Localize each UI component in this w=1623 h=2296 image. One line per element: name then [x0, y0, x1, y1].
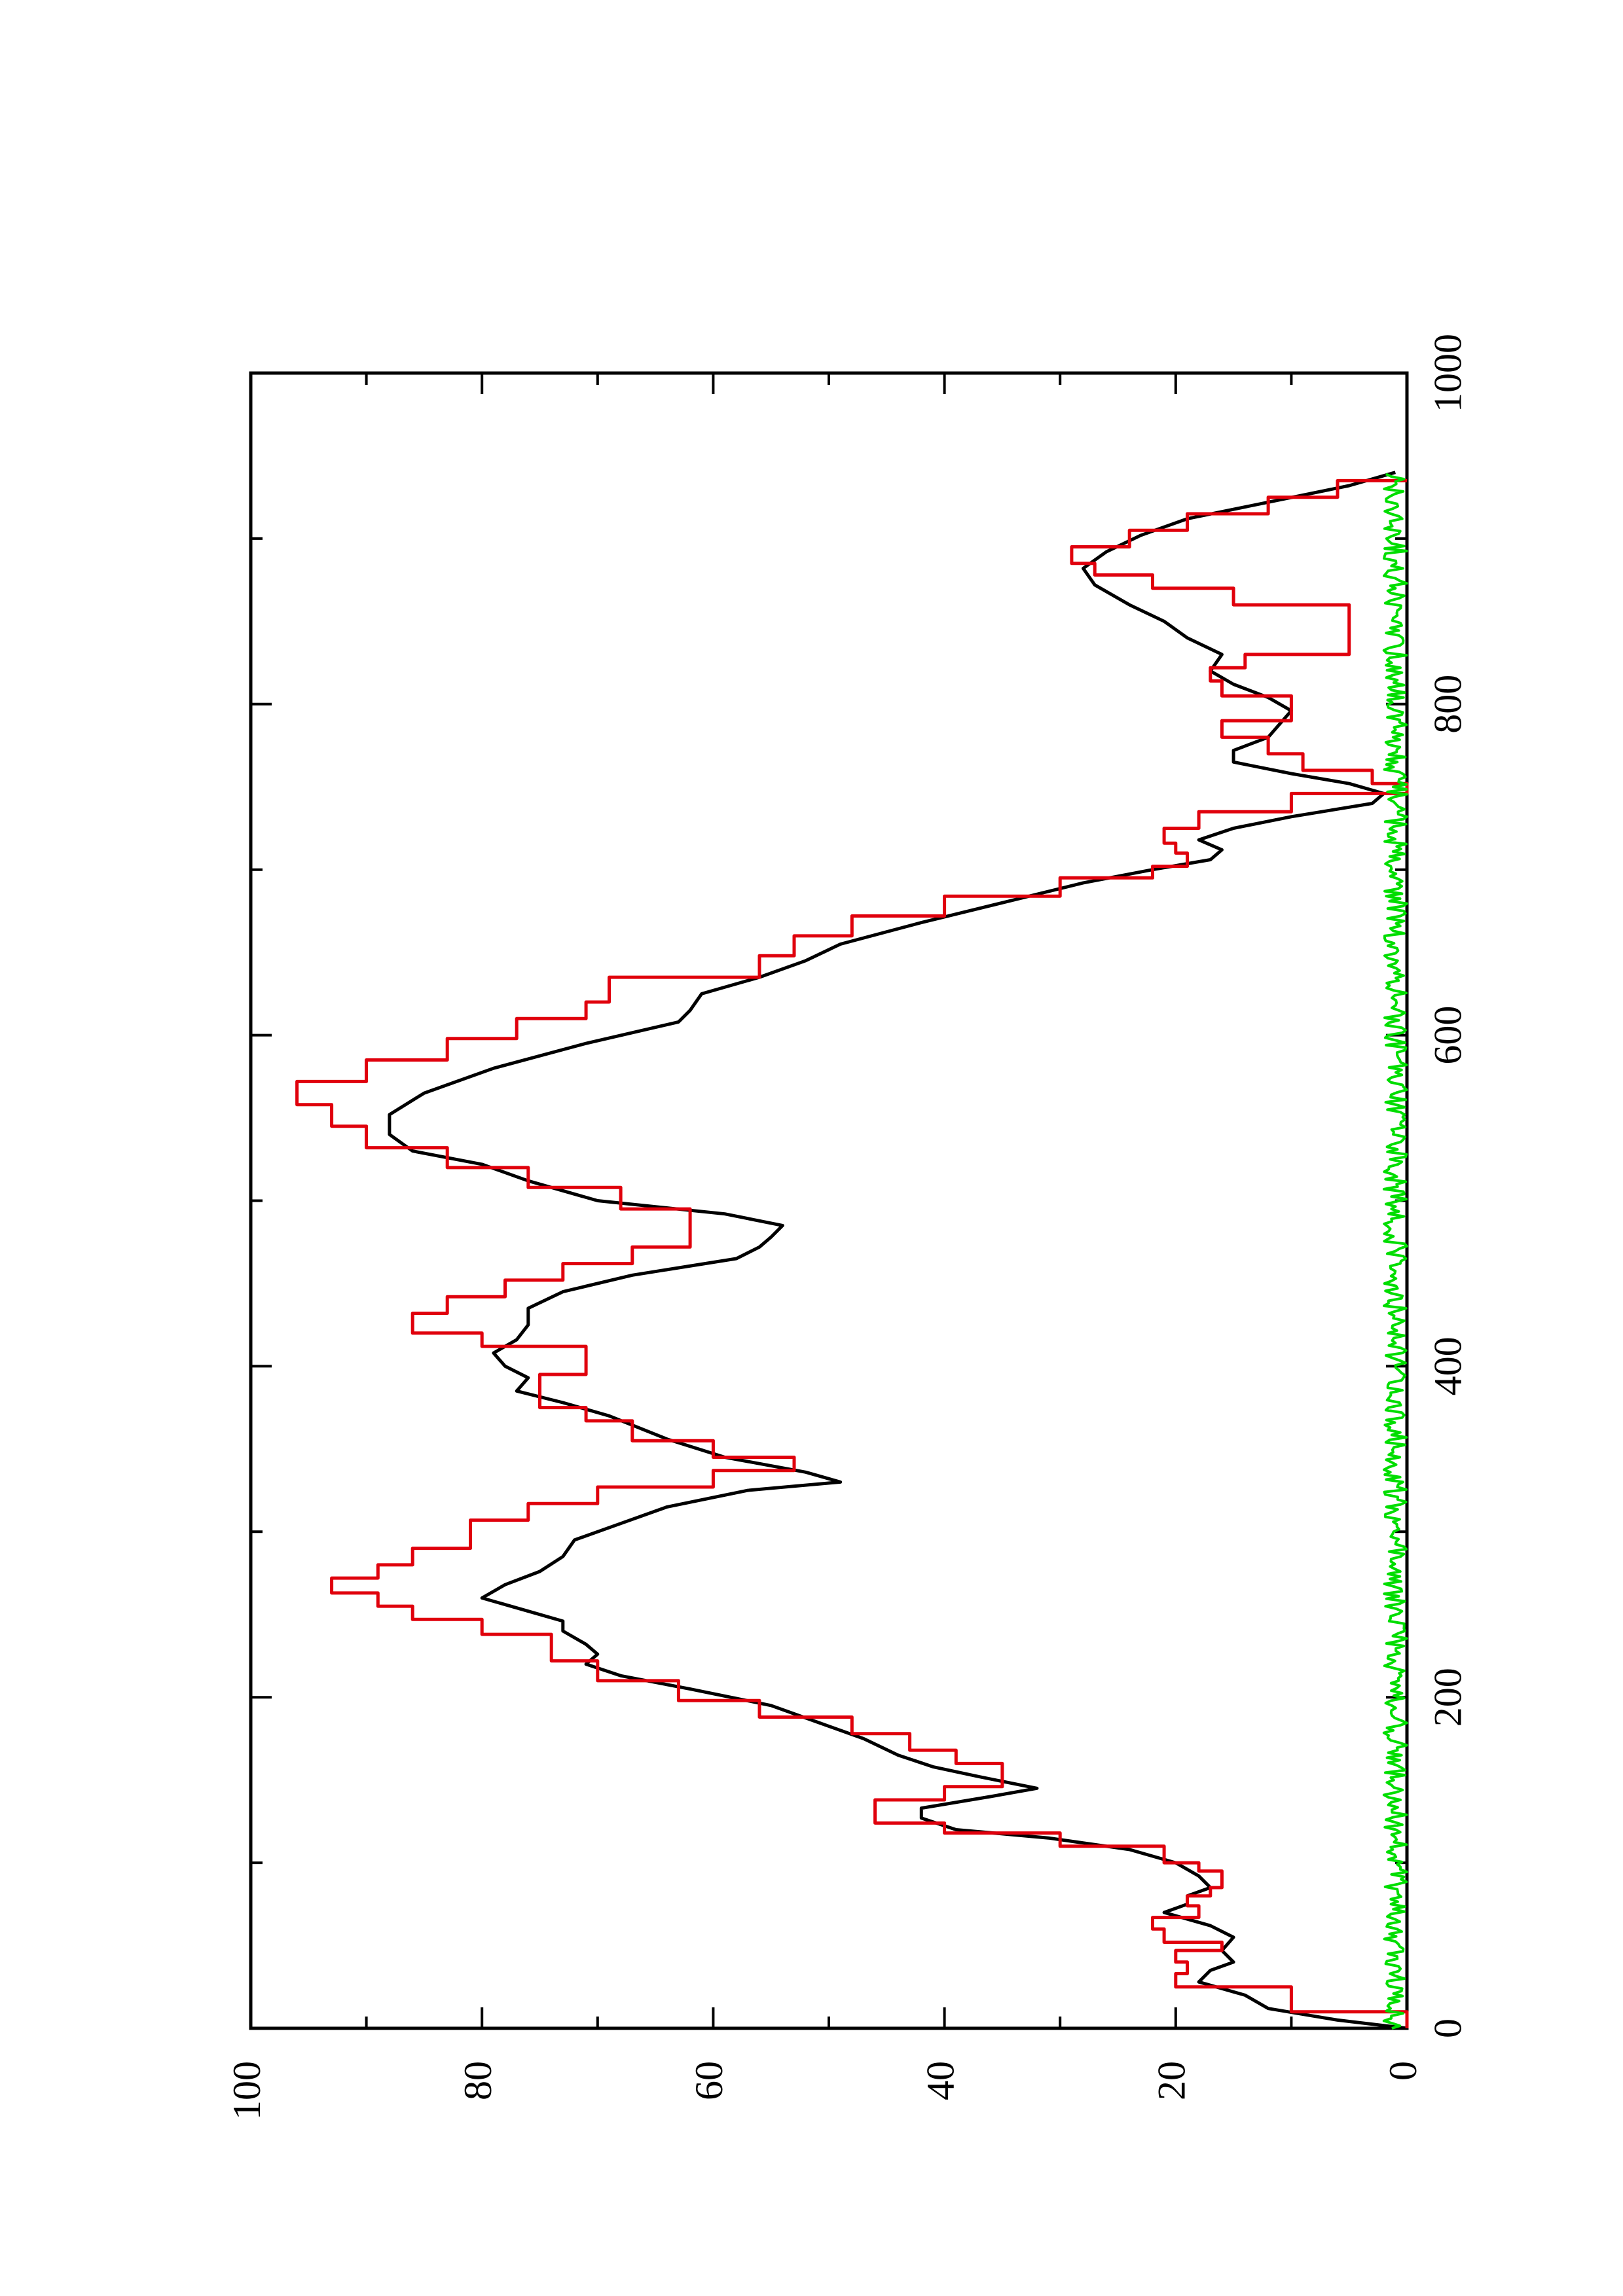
x-tick-label: 800	[1426, 675, 1469, 734]
series-line-3	[1382, 473, 1408, 2030]
x-tick-label: 400	[1426, 1336, 1469, 1395]
y-tick-label: 0	[1381, 2061, 1425, 2081]
y-tick-label: 20	[1150, 2061, 1194, 2100]
tick-labels: 0 200 400 600 800 1000 0 20 40 60 80 100	[225, 334, 1470, 2120]
y-tick-label: 60	[687, 2061, 731, 2100]
plot-frame	[249, 371, 1409, 2030]
x-tick-label: 1000	[1426, 334, 1469, 412]
x-tick-label: 0	[1426, 2018, 1469, 2038]
x-tick-label: 600	[1426, 1006, 1469, 1065]
x-tick-label: 200	[1426, 1668, 1469, 1727]
y-tick-label: 80	[456, 2061, 500, 2100]
axis-ticks	[249, 372, 1408, 2030]
series-line-1	[388, 471, 1408, 2030]
data-series	[295, 471, 1409, 2030]
y-tick-label: 100	[225, 2061, 268, 2120]
y-tick-label: 40	[919, 2061, 962, 2100]
series-line-2	[295, 478, 1409, 2028]
